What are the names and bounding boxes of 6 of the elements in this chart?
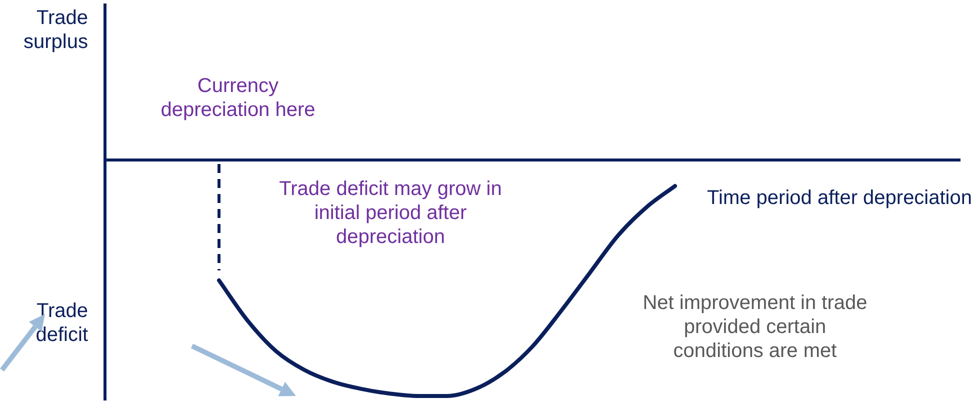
annotation: Net improvement in trade provided certain conditions are met <box>642 291 868 363</box>
text: Trade deficit <box>34 299 88 347</box>
text: Currency depreciation here <box>160 74 316 122</box>
annotation: Trade deficit may grow in initial period after depreciation <box>278 177 503 249</box>
x-axis-title: Time period after depreciation <box>707 186 972 210</box>
text: Trade surplus <box>22 6 88 54</box>
